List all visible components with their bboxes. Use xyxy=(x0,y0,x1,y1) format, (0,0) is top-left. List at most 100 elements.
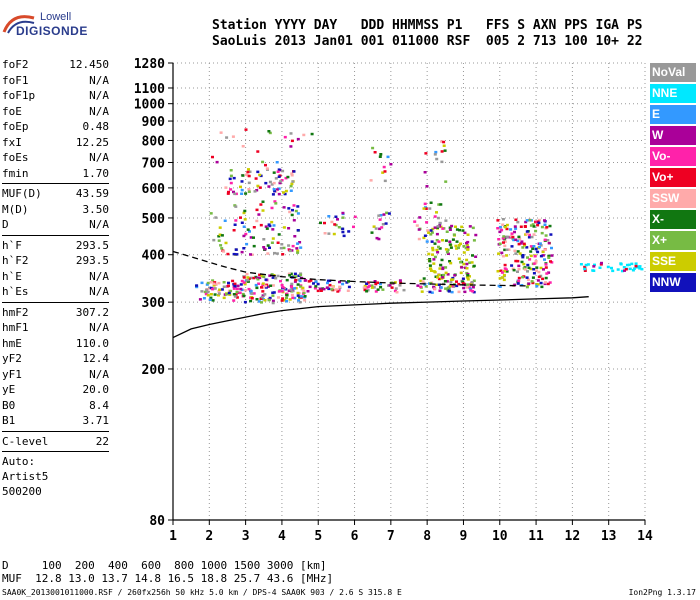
echo-point xyxy=(242,225,246,228)
param-value: N/A xyxy=(89,151,109,164)
echo-point xyxy=(436,276,440,279)
echo-point xyxy=(218,288,222,291)
echo-point xyxy=(218,233,222,236)
echo-point xyxy=(276,241,280,244)
echo-point xyxy=(626,263,629,267)
param-name: M(D) xyxy=(2,202,29,216)
echo-point xyxy=(441,227,445,230)
echo-point xyxy=(220,288,224,291)
echo-point xyxy=(549,260,552,263)
echo-point xyxy=(525,232,529,236)
logo-arc-icon xyxy=(2,15,35,34)
echo-point xyxy=(233,295,237,298)
param-separator xyxy=(2,451,109,452)
y-tick-label: 80 xyxy=(149,514,165,529)
echo-point xyxy=(296,229,300,232)
echo-point xyxy=(428,290,432,294)
param-row: foF1p N/A xyxy=(2,88,109,104)
echo-point xyxy=(440,160,444,164)
echo-point xyxy=(381,288,385,291)
echo-point xyxy=(448,260,452,263)
echo-point xyxy=(426,229,430,232)
echo-point xyxy=(341,211,345,215)
scaled-parameters-panel: foF2 12.450 foF1 N/A foF1p N/A foE N/A foEp 0.48 f… xyxy=(2,57,109,499)
echo-point xyxy=(502,241,505,244)
echo-point xyxy=(233,223,237,226)
echo-point xyxy=(323,221,326,225)
echo-point xyxy=(341,216,345,219)
echo-point xyxy=(451,276,455,280)
echo-point xyxy=(472,239,476,242)
echo-point xyxy=(379,153,383,156)
echo-point xyxy=(341,227,345,231)
x-tick-label: 11 xyxy=(528,529,544,544)
echo-point xyxy=(239,216,242,219)
echo-point xyxy=(362,286,366,289)
y-tick-label: 1000 xyxy=(134,98,165,113)
echo-point xyxy=(249,290,253,293)
echo-point xyxy=(264,181,268,185)
echo-point xyxy=(271,291,275,294)
echo-point xyxy=(579,263,583,266)
echo-point xyxy=(439,203,443,206)
echo-point xyxy=(370,231,374,234)
echo-point xyxy=(503,244,507,248)
echo-point xyxy=(526,256,529,259)
echo-point xyxy=(243,289,247,292)
echo-point xyxy=(529,254,533,258)
param-value: 8.4 xyxy=(89,398,109,412)
echo-point xyxy=(518,237,522,241)
echo-point xyxy=(502,235,506,238)
echo-point xyxy=(526,270,529,273)
param-name: foF2 xyxy=(2,58,29,71)
echo-point xyxy=(366,285,370,289)
echo-point xyxy=(424,285,428,288)
echo-point xyxy=(282,246,286,250)
echo-point xyxy=(299,285,303,288)
echo-point xyxy=(545,226,549,229)
echo-point xyxy=(222,281,226,284)
echo-point xyxy=(498,230,502,234)
echo-point xyxy=(252,226,256,229)
echo-point xyxy=(254,177,258,180)
muf-row: MUF 12.8 13.0 13.7 14.8 16.5 18.8 25.7 4… xyxy=(2,572,334,585)
echo-point xyxy=(530,280,534,283)
param-value: 293.5 xyxy=(75,254,109,267)
echo-point xyxy=(461,277,465,280)
echo-point xyxy=(245,242,249,246)
echo-point xyxy=(440,258,444,262)
echo-point xyxy=(431,227,435,231)
echo-point xyxy=(258,173,262,177)
echo-point xyxy=(600,261,603,265)
echo-point xyxy=(536,223,540,227)
echo-point xyxy=(255,219,259,223)
echo-point xyxy=(224,186,228,189)
echo-point xyxy=(500,271,504,274)
echo-point xyxy=(255,298,259,301)
echo-point xyxy=(446,286,450,290)
param-value: N/A xyxy=(89,367,109,381)
echo-point xyxy=(279,279,282,283)
echo-point xyxy=(452,233,456,236)
echo-point xyxy=(415,224,419,227)
echo-point xyxy=(259,203,263,206)
echo-point xyxy=(521,254,525,257)
echo-point xyxy=(247,190,251,193)
echo-point xyxy=(583,267,587,271)
echo-point xyxy=(429,282,433,285)
echo-point xyxy=(450,284,454,288)
echo-point xyxy=(447,289,451,293)
echo-point xyxy=(611,269,615,273)
echo-point xyxy=(211,155,214,159)
echo-point xyxy=(437,203,441,206)
param-value: 12.450 xyxy=(69,58,109,71)
echo-point xyxy=(429,201,433,204)
echo-point xyxy=(218,226,222,229)
echo-point xyxy=(222,250,226,253)
echo-point xyxy=(519,242,523,245)
echo-point xyxy=(303,279,307,282)
echo-point xyxy=(455,240,459,243)
echo-point xyxy=(299,272,303,275)
echo-point xyxy=(319,221,322,225)
x-tick-label: 5 xyxy=(314,529,322,544)
